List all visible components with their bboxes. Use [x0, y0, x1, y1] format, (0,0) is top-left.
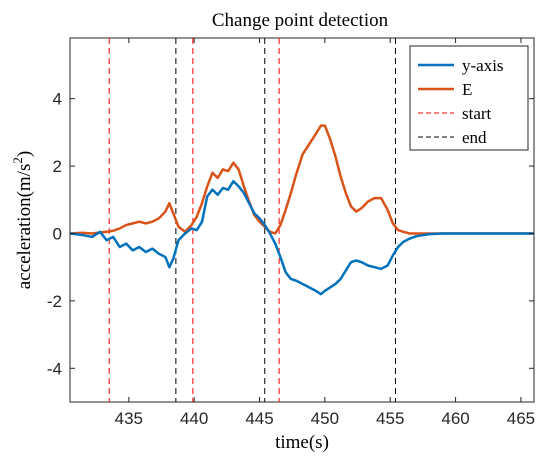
- x-tick-label: 440: [180, 409, 208, 428]
- x-tick-label: 445: [245, 409, 273, 428]
- y-tick-label: 2: [53, 157, 62, 176]
- legend-label-end: end: [462, 128, 487, 147]
- x-tick-label: 460: [441, 409, 469, 428]
- legend: y-axis E start end: [409, 45, 529, 151]
- y-tick-label: 0: [53, 224, 62, 243]
- y-axis-label-close: ): [14, 151, 35, 157]
- x-axis-label: time(s): [275, 432, 329, 453]
- legend-box: [409, 45, 529, 151]
- y-axis-label-superscript: 2: [10, 157, 25, 164]
- chart-title: Change point detection: [212, 10, 389, 31]
- y-tick-label: 4: [53, 90, 62, 109]
- x-tick-label: 455: [376, 409, 404, 428]
- y-tick-label: -2: [47, 292, 62, 311]
- legend-label-E: E: [462, 80, 472, 99]
- series-line-E: [70, 124, 534, 235]
- y-axis-ticks: -4 -2 0 2 4: [47, 90, 534, 378]
- x-tick-label: 450: [311, 409, 339, 428]
- y-tick-label: -4: [47, 359, 62, 378]
- x-tick-label: 435: [115, 409, 143, 428]
- change-point-lines: [108, 38, 396, 402]
- y-axis-label-main: acceleration(m/s: [14, 164, 35, 290]
- x-tick-label: 465: [507, 409, 535, 428]
- series-line-y-axis: [70, 179, 534, 296]
- legend-label-start: start: [462, 104, 492, 123]
- series-lines: [70, 124, 534, 296]
- x-axis-ticks: 435 440 445 450 455 460 465: [115, 38, 535, 428]
- y-axis-label: acceleration(m/s2): [10, 151, 35, 289]
- legend-label-y-axis: y-axis: [462, 56, 504, 75]
